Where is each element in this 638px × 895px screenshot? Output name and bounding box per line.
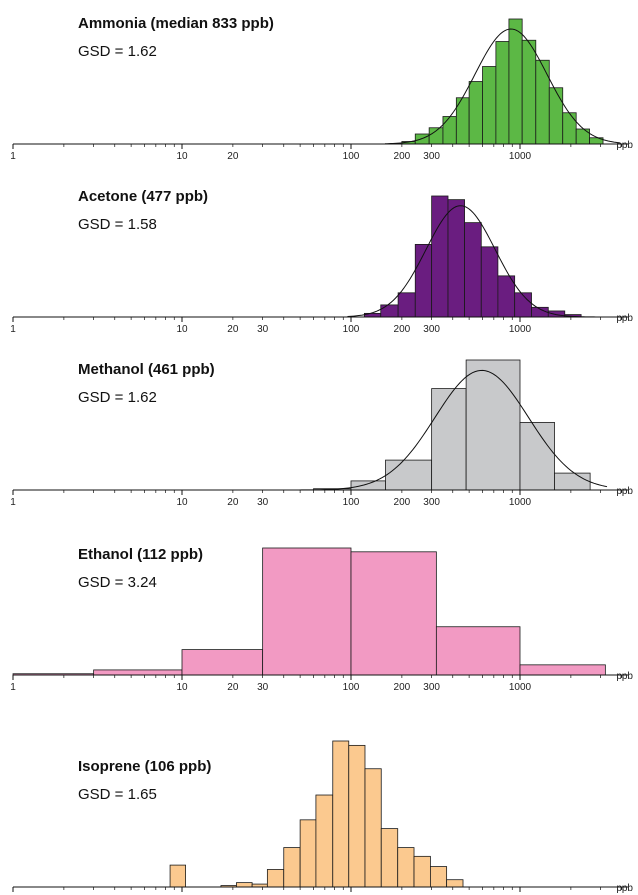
- panel-2-bar: [398, 293, 415, 317]
- panel-4-tick-label: 10: [176, 682, 188, 693]
- panel-4-bar: [436, 627, 520, 675]
- panel-2-tick-label: 1000: [509, 324, 532, 335]
- panel-1-bar: [443, 117, 456, 145]
- panel-3-gsd: GSD = 1.62: [78, 389, 157, 406]
- panel-2-bar: [481, 247, 498, 317]
- panel-2-tick-label: 100: [343, 324, 360, 335]
- panel-3-title: Methanol (461 ppb): [78, 361, 215, 378]
- panel-4-bar: [351, 552, 436, 675]
- panel-5-bar: [236, 883, 252, 887]
- panel-3-tick-label: 20: [227, 497, 239, 508]
- panel-5-bar: [267, 869, 283, 887]
- panel-1-bar: [496, 42, 509, 145]
- panel-5-bar: [316, 795, 333, 887]
- panel-1-gsd: GSD = 1.62: [78, 43, 157, 60]
- panel-3-bar: [466, 360, 520, 490]
- panel-4-bar: [263, 548, 351, 675]
- panel-1-bar: [429, 128, 443, 144]
- panel-1-bar: [563, 113, 576, 144]
- panel-5-bar: [398, 848, 414, 887]
- panel-2-bar: [432, 196, 448, 317]
- panel-5-gsd: GSD = 1.65: [78, 786, 157, 803]
- panel-1-tick-label: 10: [176, 151, 188, 162]
- panel-5-bar: [414, 856, 430, 887]
- panel-1-bar: [469, 82, 482, 145]
- panel-2-gsd: GSD = 1.58: [78, 216, 157, 233]
- panel-1-unit-label: ppb: [616, 140, 633, 151]
- panel-2-bar: [381, 305, 398, 317]
- panel-1-tick-label: 1000: [509, 151, 532, 162]
- panel-5-bar: [365, 769, 381, 887]
- panel-4-tick-label: 20: [227, 682, 239, 693]
- panel-1-bar: [483, 67, 496, 145]
- panel-2-bar: [515, 293, 532, 317]
- panel-3-bar: [386, 460, 432, 490]
- panel-3-bar: [520, 422, 555, 490]
- panel-3-unit-label: ppb: [616, 486, 633, 497]
- panel-2-tick-label: 300: [423, 324, 440, 335]
- panel-3-bar: [351, 481, 386, 490]
- panel-4-tick-label: 30: [257, 682, 269, 693]
- panel-1-tick-label: 300: [423, 151, 440, 162]
- panel-5-bar: [381, 829, 397, 887]
- panel-3-tick-label: 10: [176, 497, 188, 508]
- panel-3-bar: [555, 473, 591, 490]
- panel-3-tick-label: 1000: [509, 497, 532, 508]
- panel-5-bar: [284, 848, 300, 887]
- panel-4-unit-label: ppb: [616, 671, 633, 682]
- panel-1-tick-label: 200: [394, 151, 411, 162]
- panel-3-tick-label: 200: [394, 497, 411, 508]
- panel-3-bar: [432, 389, 467, 490]
- panel-5-title: Isoprene (106 ppb): [78, 758, 211, 775]
- panel-5-bar: [447, 880, 463, 887]
- panel-2-bar: [448, 200, 465, 317]
- panel-3-tick-label: 300: [423, 497, 440, 508]
- panel-5-bar: [430, 867, 446, 887]
- panel-2-bar: [548, 311, 564, 317]
- panel-5-unit-label: ppb: [616, 883, 633, 894]
- panel-2-bar: [498, 276, 515, 317]
- panel-1-tick-label: 20: [227, 151, 239, 162]
- panel-1-bar: [509, 19, 522, 144]
- panel-2-tick-label: 30: [257, 324, 269, 335]
- panel-5-bar: [300, 820, 316, 887]
- panel-2-unit-label: ppb: [616, 313, 633, 324]
- panel-4-bar: [94, 670, 182, 675]
- panel-2-tick-label: 20: [227, 324, 239, 335]
- panel-4-bar: [182, 650, 263, 675]
- panel-5-bar: [170, 865, 186, 887]
- panel-1-bar: [576, 129, 589, 144]
- panel-3-tick-label: 1: [10, 497, 16, 508]
- panel-3-tick-label: 30: [257, 497, 269, 508]
- panel-2-bar: [465, 223, 482, 317]
- panel-5-bar: [349, 745, 365, 887]
- panel-2-tick-label: 1: [10, 324, 16, 335]
- panel-4-tick-label: 1000: [509, 682, 532, 693]
- panel-4-tick-label: 300: [423, 682, 440, 693]
- panel-5-bar: [333, 741, 349, 887]
- panel-3-tick-label: 100: [343, 497, 360, 508]
- panel-4-title: Ethanol (112 ppb): [78, 546, 203, 563]
- panel-4-tick-label: 200: [394, 682, 411, 693]
- panel-2-tick-label: 10: [176, 324, 188, 335]
- panel-4-gsd: GSD = 3.24: [78, 574, 157, 591]
- panel-1-bar: [536, 60, 549, 144]
- panel-1-bar: [549, 88, 562, 144]
- panel-2-title: Acetone (477 ppb): [78, 188, 208, 205]
- panel-4-tick-label: 1: [10, 682, 16, 693]
- panel-1-title: Ammonia (median 833 ppb): [78, 15, 274, 32]
- panel-2-tick-label: 200: [394, 324, 411, 335]
- panel-1-bar: [522, 40, 536, 144]
- panel-4-bar: [520, 665, 605, 675]
- panel-4-tick-label: 100: [343, 682, 360, 693]
- panel-1-tick-label: 1: [10, 151, 16, 162]
- panel-1-tick-label: 100: [343, 151, 360, 162]
